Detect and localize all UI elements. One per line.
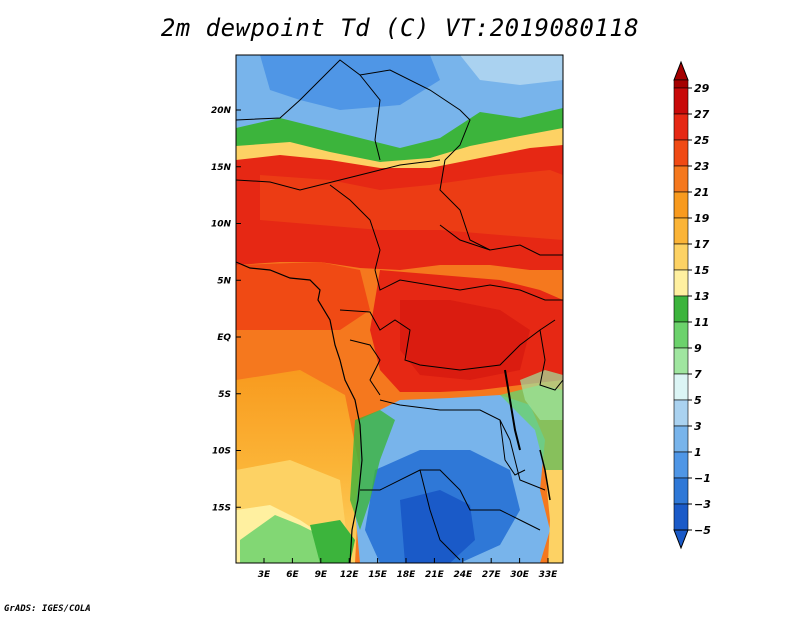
map-title: 2m dewpoint Td (C) VT:2019080118 — [160, 14, 640, 42]
lon-tick-label: 27E — [482, 570, 502, 580]
lon-tick-label: 15E — [368, 570, 388, 580]
colorbar-segment — [673, 79, 689, 89]
colorbar-segment — [673, 191, 689, 219]
colorbar-segment — [673, 451, 689, 479]
lat-tick-label: 10N — [211, 220, 232, 230]
grads-footer: GrADS: IGES/COLA — [4, 604, 91, 614]
lon-tick-label: 30E — [510, 570, 530, 580]
map-frame — [235, 54, 564, 564]
colorbar-label: 27 — [694, 108, 710, 121]
lat-tick-label: 20N — [211, 106, 232, 116]
colorbar-label: 3 — [694, 420, 702, 433]
longitude-axis: 3E 6E 9E 12E 15E 18E 21E 24E 27E 30E 33E — [258, 558, 558, 580]
colorbar-segment — [673, 243, 689, 271]
lat-tick-label: 5N — [217, 276, 231, 286]
colorbar-segment — [673, 87, 689, 115]
coastline-layer — [235, 261, 551, 564]
colorbar-segment — [673, 295, 689, 323]
lon-tick-label: 24E — [453, 570, 473, 580]
lon-tick-label: 21E — [425, 570, 445, 580]
colorbar-segment — [673, 217, 689, 245]
colorbar-top-arrow — [673, 60, 689, 81]
lat-tick-label: 5S — [218, 390, 231, 400]
lon-tick-label: 9E — [315, 570, 328, 580]
lon-tick-label: 18E — [397, 570, 417, 580]
colorbar-segment — [673, 425, 689, 453]
colorbar-segment — [673, 269, 689, 297]
colorbar-segment — [673, 165, 689, 193]
colorbar-segment — [673, 347, 689, 375]
colorbar-label: 19 — [694, 212, 710, 225]
lat-tick-label: 15S — [212, 503, 231, 513]
lon-tick-label: 3E — [258, 570, 271, 580]
latitude-axis: 20N 15N 10N 5N EQ 5S 10S 15S — [211, 106, 241, 513]
colorbar-segment — [673, 477, 689, 505]
colorbar-label: 11 — [694, 316, 709, 329]
colorbar-label: −5 — [694, 524, 711, 537]
colorbar-label: 17 — [694, 238, 710, 251]
colorbar-label: −1 — [694, 472, 711, 485]
colorbar-label: 13 — [694, 290, 710, 303]
field-layer — [236, 55, 563, 563]
lat-tick-label: 10S — [212, 447, 231, 457]
lon-tick-label: 12E — [340, 570, 360, 580]
colorbar-segment — [673, 503, 689, 531]
colorbar-bottom-arrow — [673, 529, 689, 550]
colorbar-segment — [673, 321, 689, 349]
colorbar-label: 5 — [694, 394, 702, 407]
colorbar-segment — [673, 113, 689, 141]
lat-tick-label: EQ — [217, 333, 231, 343]
colorbar-segment — [673, 139, 689, 167]
lat-tick-label: 15N — [211, 163, 232, 173]
colorbar-label: 15 — [694, 264, 710, 277]
colorbar-label: 7 — [694, 368, 702, 381]
colorbar-label: 21 — [694, 186, 709, 199]
colorbar-label: 1 — [694, 446, 702, 459]
colorbar-segment — [673, 399, 689, 427]
lon-tick-label: 6E — [286, 570, 299, 580]
colorbar-label: 23 — [694, 160, 710, 173]
colorbar-label: 29 — [694, 82, 710, 95]
colorbar-label: 9 — [694, 342, 702, 355]
colorbar-label: 25 — [694, 134, 710, 147]
colorbar: 29 27 25 23 21 19 17 15 13 11 9 7 5 3 1 −1 −3 −5 — [673, 60, 711, 550]
lon-tick-label: 33E — [539, 570, 559, 580]
borders-layer — [236, 59, 563, 561]
colorbar-segment — [673, 373, 689, 401]
colorbar-label: −3 — [694, 498, 711, 511]
